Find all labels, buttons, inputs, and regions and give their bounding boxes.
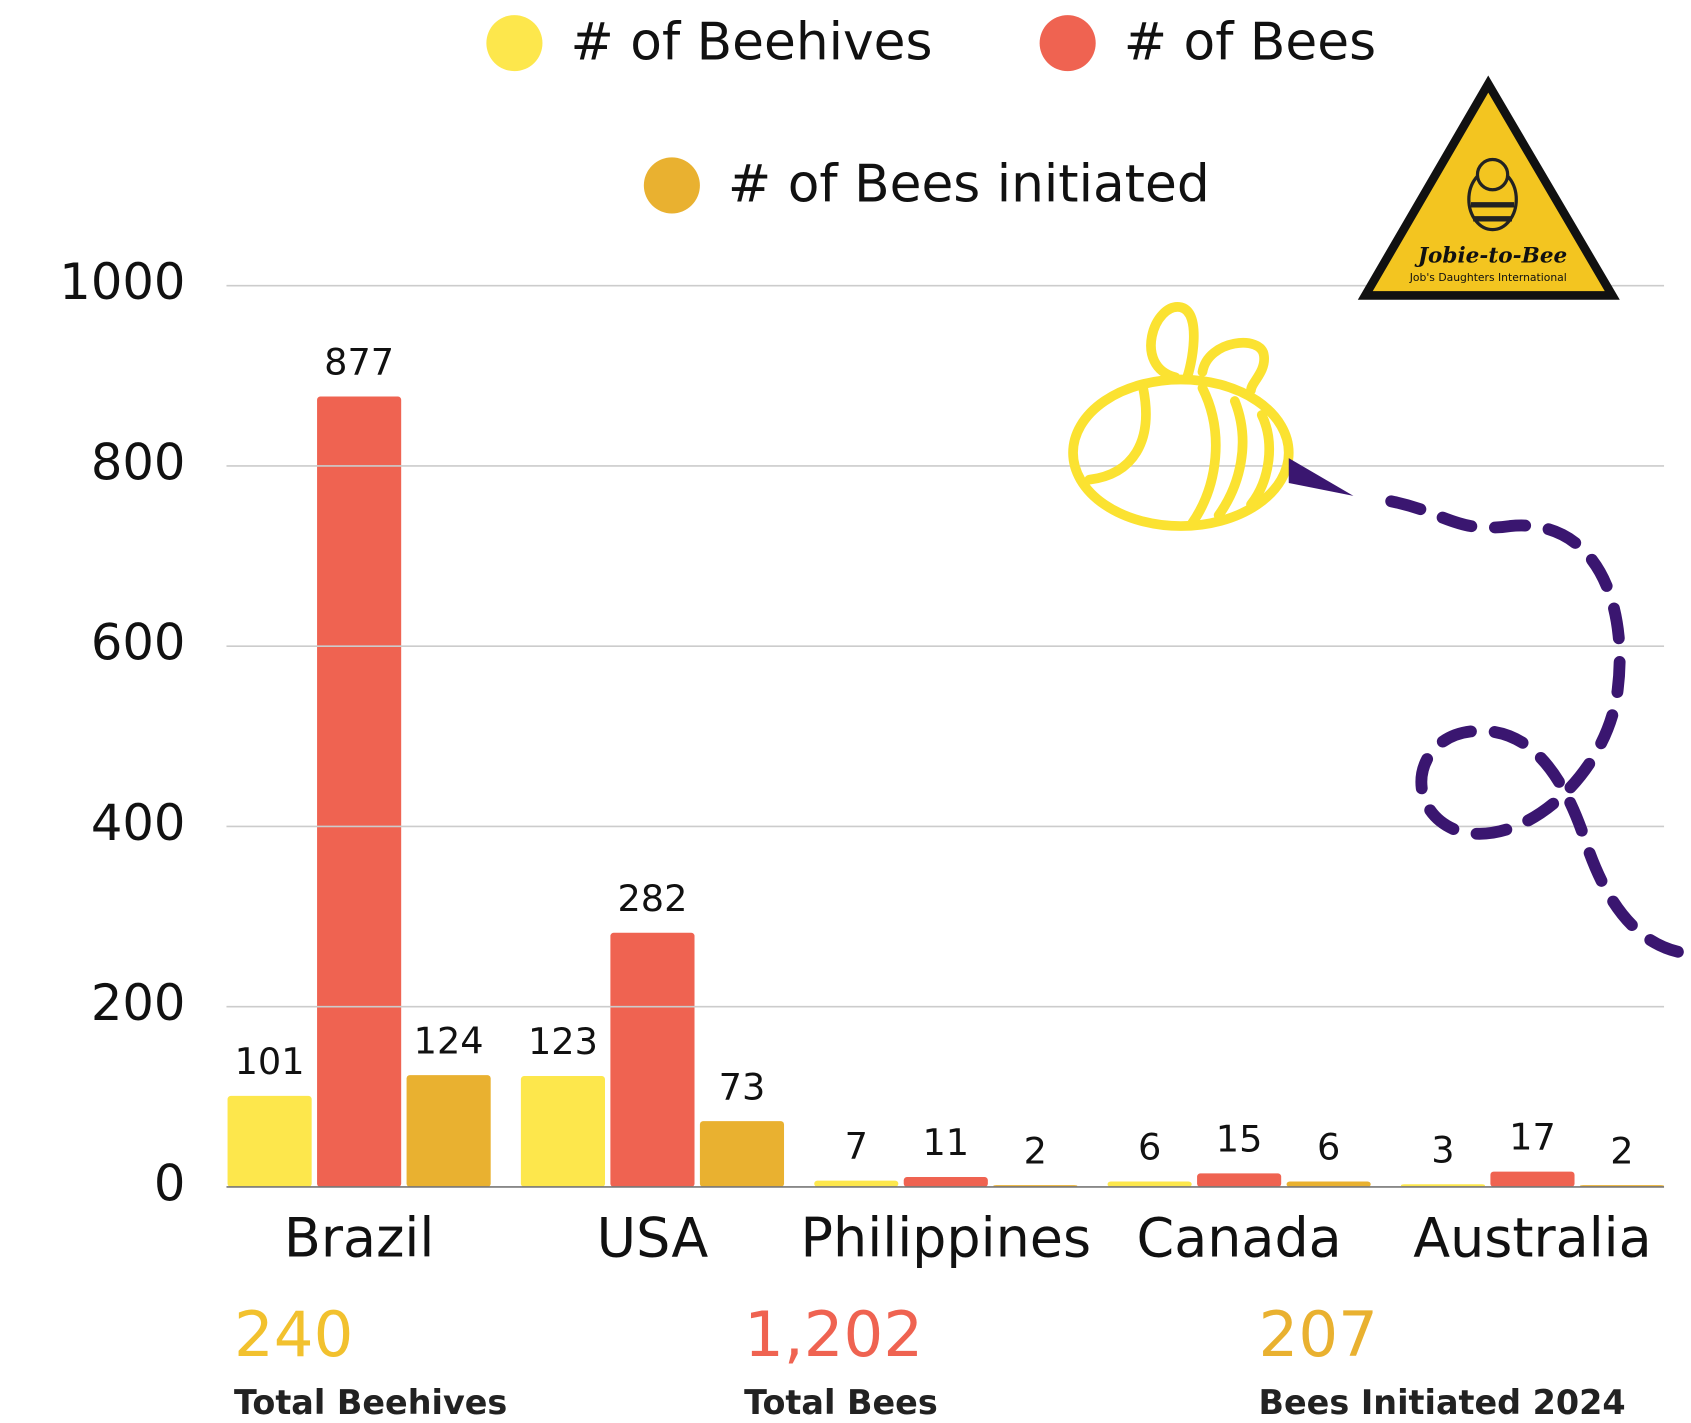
- bar: [407, 1075, 491, 1187]
- x-tick-label: USA: [597, 1207, 709, 1270]
- bar: [610, 933, 694, 1187]
- value-label: 73: [719, 1065, 766, 1108]
- summary-value: 207: [1259, 1298, 1378, 1371]
- value-label: 7: [845, 1125, 868, 1168]
- value-label: 11: [922, 1121, 969, 1164]
- bar: [1197, 1173, 1281, 1187]
- y-tick-label: 400: [91, 794, 186, 852]
- bar: [700, 1121, 784, 1187]
- summary-label: Total Bees: [744, 1383, 938, 1422]
- x-tick-label: Australia: [1413, 1207, 1651, 1270]
- bee-doodle: [1073, 307, 1691, 954]
- value-label: 124: [414, 1019, 484, 1062]
- flight-path: [1391, 501, 1691, 954]
- bar: [317, 397, 401, 1187]
- value-label: 6: [1138, 1126, 1161, 1169]
- value-label: 3: [1431, 1128, 1454, 1171]
- value-label: 2: [1610, 1129, 1633, 1172]
- legend-swatch: [486, 15, 542, 71]
- bar: [1108, 1182, 1192, 1187]
- x-tick-label: Brazil: [284, 1207, 434, 1270]
- legend-label: # of Bees: [1124, 12, 1376, 72]
- logo: Jobie-to-Bee Job's Daughters Internation…: [1365, 84, 1612, 295]
- y-tick-label: 200: [91, 974, 186, 1032]
- y-tick-label: 1000: [59, 253, 185, 311]
- y-tick-label: 600: [91, 614, 186, 672]
- logo-subtitle: Job's Daughters International: [1409, 271, 1567, 284]
- summary-label: Bees Initiated 2024: [1259, 1383, 1626, 1422]
- bee-stinger: [1289, 458, 1354, 496]
- legend-label: # of Beehives: [570, 12, 932, 72]
- bar: [904, 1177, 988, 1187]
- bee-stripes: [1089, 388, 1269, 524]
- logo-head: [1477, 160, 1507, 190]
- value-label: 17: [1509, 1116, 1556, 1159]
- value-label: 6: [1317, 1126, 1340, 1169]
- bar: [1490, 1172, 1574, 1187]
- logo-title: Jobie-to-Bee: [1414, 244, 1567, 269]
- value-label: 877: [324, 341, 394, 384]
- value-label: 2: [1024, 1129, 1047, 1172]
- bar: [814, 1181, 898, 1187]
- y-tick-label: 0: [154, 1154, 186, 1212]
- legend-swatch: [644, 157, 700, 213]
- bar: [228, 1096, 312, 1187]
- value-label: 15: [1216, 1118, 1263, 1161]
- y-tick-label: 800: [91, 433, 186, 491]
- value-label: 101: [235, 1040, 305, 1083]
- legend-label: # of Bees initiated: [728, 155, 1210, 215]
- chart: Bees Initiated 2024207Total Bees1,202Tot…: [0, 0, 1691, 1423]
- summary-value: 240: [234, 1298, 353, 1371]
- value-label: 123: [528, 1020, 598, 1063]
- x-tick-label: Philippines: [801, 1207, 1091, 1270]
- x-tick-label: Canada: [1137, 1207, 1342, 1270]
- bar: [521, 1076, 605, 1187]
- summary-label: Total Beehives: [234, 1383, 507, 1422]
- legend-swatch: [1040, 15, 1096, 71]
- value-label: 282: [617, 877, 687, 920]
- bar: [1287, 1182, 1371, 1187]
- summary-value: 1,202: [744, 1298, 923, 1371]
